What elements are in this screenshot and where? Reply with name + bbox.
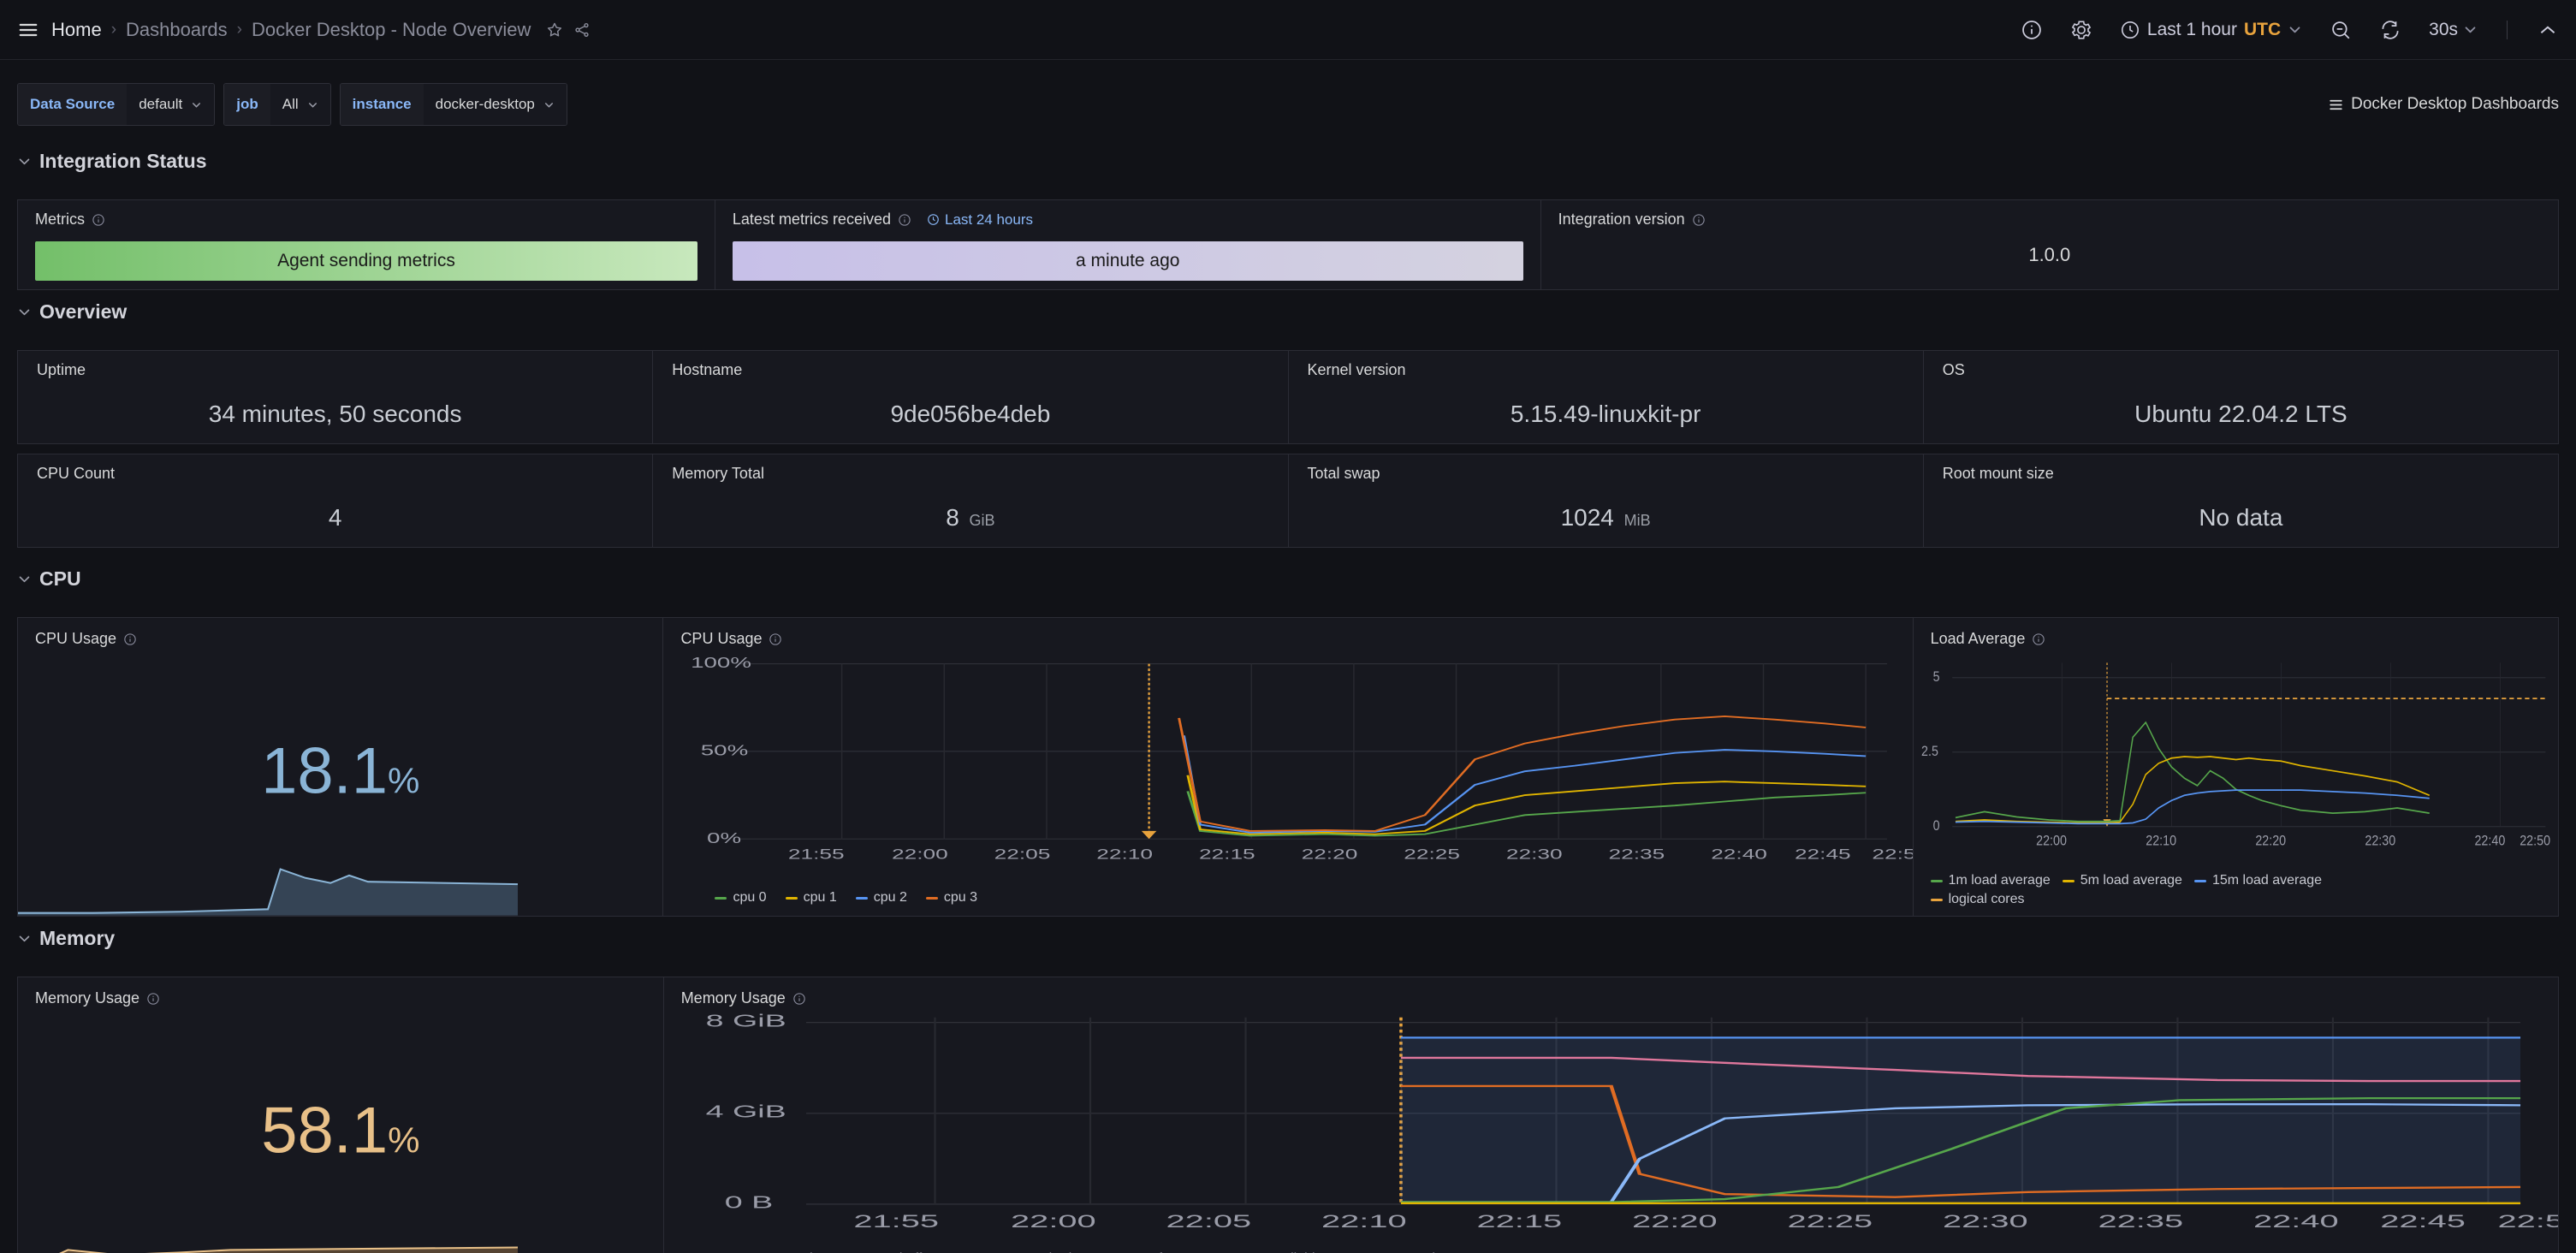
svg-text:4 GiB: 4 GiB bbox=[705, 1102, 786, 1121]
svg-text:0 B: 0 B bbox=[725, 1193, 773, 1212]
svg-text:21:55: 21:55 bbox=[788, 846, 845, 862]
svg-text:22:15: 22:15 bbox=[1476, 1211, 1562, 1232]
svg-text:2.5: 2.5 bbox=[1921, 744, 1938, 759]
svg-text:5: 5 bbox=[1932, 669, 1939, 685]
svg-text:22:30: 22:30 bbox=[1943, 1211, 2028, 1232]
svg-text:22:30: 22:30 bbox=[2365, 834, 2395, 849]
svg-text:22:15: 22:15 bbox=[1199, 846, 1255, 862]
svg-text:22:05: 22:05 bbox=[1166, 1211, 1251, 1232]
svg-text:21:55: 21:55 bbox=[853, 1211, 939, 1232]
svg-text:22:10: 22:10 bbox=[2146, 834, 2176, 849]
svg-text:22:30: 22:30 bbox=[1506, 846, 1563, 862]
svg-text:22:45: 22:45 bbox=[1795, 846, 1851, 862]
svg-text:22:40: 22:40 bbox=[2253, 1211, 2339, 1232]
svg-text:50%: 50% bbox=[701, 742, 748, 759]
svg-text:22:50: 22:50 bbox=[1873, 846, 1913, 862]
svg-text:22:10: 22:10 bbox=[1097, 846, 1154, 862]
svg-text:22:50: 22:50 bbox=[2520, 834, 2550, 849]
svg-text:22:45: 22:45 bbox=[2380, 1211, 2466, 1232]
svg-text:100%: 100% bbox=[691, 654, 752, 671]
svg-text:22:00: 22:00 bbox=[1011, 1211, 1096, 1232]
svg-text:8 GiB: 8 GiB bbox=[705, 1012, 786, 1030]
svg-text:22:40: 22:40 bbox=[1712, 846, 1768, 862]
svg-text:0%: 0% bbox=[708, 829, 742, 846]
svg-text:0: 0 bbox=[1932, 818, 1939, 834]
svg-text:22:10: 22:10 bbox=[1321, 1211, 1407, 1232]
svg-text:22:35: 22:35 bbox=[2098, 1211, 2183, 1232]
svg-text:22:25: 22:25 bbox=[1404, 846, 1461, 862]
svg-text:22:20: 22:20 bbox=[2255, 834, 2286, 849]
svg-text:22:05: 22:05 bbox=[994, 846, 1051, 862]
svg-text:22:25: 22:25 bbox=[1787, 1211, 1873, 1232]
svg-text:22:20: 22:20 bbox=[1302, 846, 1358, 862]
svg-text:22:40: 22:40 bbox=[2474, 834, 2505, 849]
svg-text:22:20: 22:20 bbox=[1632, 1211, 1718, 1232]
svg-text:22:00: 22:00 bbox=[892, 846, 948, 862]
svg-text:22:00: 22:00 bbox=[2036, 834, 2067, 849]
svg-text:22:50: 22:50 bbox=[2497, 1211, 2558, 1232]
svg-text:22:35: 22:35 bbox=[1609, 846, 1665, 862]
